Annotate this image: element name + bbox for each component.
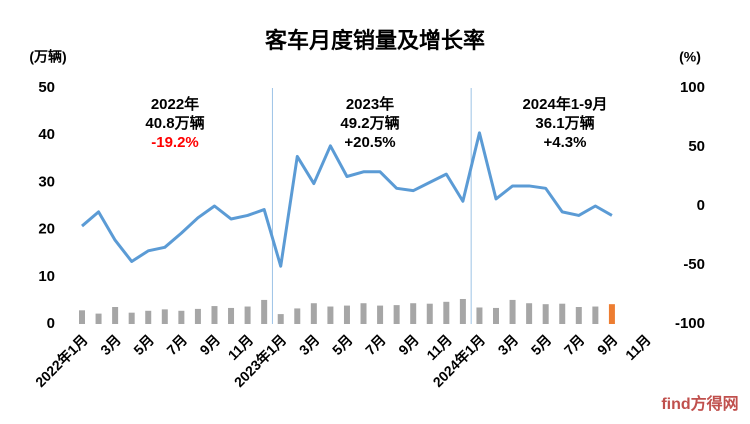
bar — [526, 303, 533, 324]
x-tick-label: 5月 — [329, 331, 356, 358]
annotation: 2022年 — [151, 95, 199, 113]
bar — [261, 299, 268, 324]
annotation: +20.5% — [344, 134, 395, 151]
annotation: +4.3% — [544, 134, 587, 151]
x-tick-label: 5月 — [130, 331, 157, 358]
x-tick-label: 2022年1月 — [32, 331, 91, 390]
x-tick-label: 7月 — [362, 331, 389, 358]
bar — [493, 307, 499, 324]
bar — [95, 313, 102, 324]
y2-tick-label: 100 — [680, 79, 705, 96]
growth-line — [81, 131, 613, 268]
bar — [393, 305, 400, 324]
bar — [161, 309, 168, 324]
y-axis-label: (万辆) — [29, 49, 66, 65]
y-tick-label: 20 — [38, 221, 55, 238]
x-tick-label: 3月 — [97, 331, 124, 358]
bar — [443, 301, 450, 324]
y2-tick-label: -50 — [683, 256, 705, 273]
bar — [343, 305, 350, 324]
y-tick-label: 0 — [47, 315, 55, 332]
bar — [592, 306, 599, 324]
annotation: 2024年1-9月 — [522, 95, 607, 113]
y-tick-label: 30 — [38, 173, 55, 190]
bar — [228, 307, 235, 324]
annotation: 2023年 — [346, 95, 394, 113]
bar — [194, 308, 201, 324]
x-tick-label: 9月 — [395, 331, 422, 358]
y2-tick-label: 0 — [697, 197, 705, 214]
bar — [327, 306, 334, 324]
y-tick-label: 50 — [38, 79, 55, 96]
y-tick-label: 40 — [38, 126, 55, 143]
bar — [476, 307, 483, 324]
annotation: 49.2万辆 — [340, 114, 399, 132]
annotation: 40.8万辆 — [145, 114, 204, 132]
bar — [608, 304, 615, 324]
bar — [145, 310, 152, 324]
y2-axis-label: (%) — [679, 49, 701, 65]
y2-tick-label: 50 — [688, 138, 705, 155]
bar — [459, 298, 466, 324]
bar — [244, 306, 251, 324]
x-tick-label: 11月 — [622, 331, 654, 363]
bar — [509, 299, 516, 324]
bar — [410, 303, 417, 324]
x-tick-label: 5月 — [528, 331, 555, 358]
chart-title: 客车月度销量及增长率 — [265, 28, 485, 53]
y-tick-label: 10 — [38, 268, 55, 285]
bar — [277, 314, 284, 324]
bar — [211, 306, 218, 324]
bar — [178, 310, 185, 324]
annotation: 36.1万辆 — [535, 114, 594, 132]
footer-logo: find方得网 — [661, 394, 738, 413]
bar — [559, 303, 566, 324]
bar — [360, 303, 367, 324]
bar — [79, 310, 85, 324]
x-tick-label: 9月 — [594, 331, 621, 358]
bar — [542, 304, 549, 324]
x-tick-label: 3月 — [296, 331, 323, 358]
x-tick-label: 7月 — [163, 331, 190, 358]
bar — [310, 303, 317, 324]
bar — [294, 308, 301, 324]
bar — [377, 305, 384, 324]
annotation: -19.2% — [151, 134, 199, 151]
bar — [575, 307, 582, 324]
bar — [426, 303, 433, 324]
x-tick-label: 7月 — [561, 331, 588, 358]
bar — [128, 312, 135, 324]
bar — [112, 307, 119, 324]
y2-tick-label: -100 — [675, 315, 705, 332]
x-tick-label: 9月 — [196, 331, 223, 358]
x-tick-label: 3月 — [495, 331, 522, 358]
